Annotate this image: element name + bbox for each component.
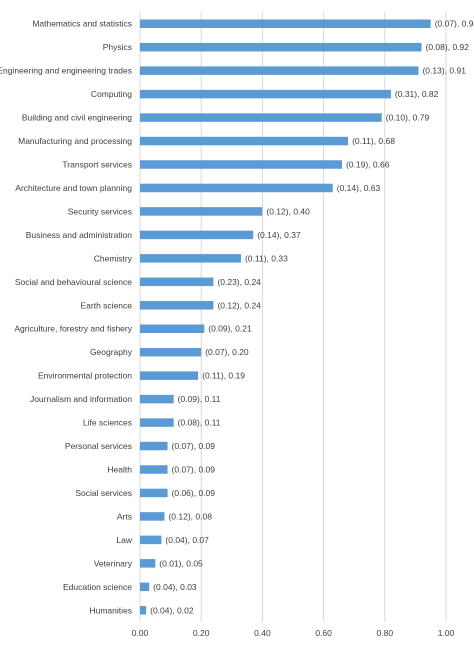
data-label: (0.11), 0.68	[352, 136, 395, 146]
data-label: (0.11), 0.19	[202, 371, 245, 381]
category-label: Physics	[103, 42, 132, 52]
data-label: (0.01), 0.05	[159, 558, 203, 568]
category-label: Transport services	[62, 160, 132, 170]
bar	[140, 207, 263, 216]
category-labels: Mathematics and statistics Physics Enginee…	[0, 19, 133, 616]
data-label: (0.06), 0.09	[172, 488, 216, 498]
data-label: (0.12), 0.40	[266, 206, 310, 216]
data-label: (0.23), 0.24	[217, 277, 261, 287]
category-label: Geography	[90, 347, 133, 357]
category-label: Computing	[91, 89, 132, 99]
category-label: Life sciences	[83, 418, 132, 428]
bar	[140, 301, 214, 310]
data-label: (0.07), 0.95	[435, 19, 474, 29]
x-tick-label: 0.80	[377, 628, 394, 638]
bar	[140, 183, 333, 193]
x-tick-label: 0.60	[315, 628, 332, 638]
bar	[140, 230, 254, 240]
data-label: (0.13), 0.91	[422, 66, 466, 76]
x-tick-label: 1.00	[438, 628, 455, 638]
bar	[140, 441, 168, 451]
data-label: (0.11), 0.33	[245, 253, 288, 263]
x-axis-ticks: 0.00 0.20 0.40 0.60 0.80 1.00	[132, 628, 455, 638]
category-label: Manufacturing and processing	[18, 136, 132, 146]
data-label: (0.19), 0.66	[346, 160, 390, 170]
category-label: Engineering and engineering trades	[0, 66, 132, 76]
x-tick-label: 0.20	[193, 628, 210, 638]
category-label: Business and administration	[26, 230, 133, 240]
data-labels: (0.07), 0.95 (0.08), 0.92 (0.13), 0.91 (0.3…	[150, 19, 474, 616]
data-label: (0.07), 0.20	[205, 347, 249, 357]
category-label: Mathematics and statistics	[32, 19, 132, 29]
bar	[140, 136, 349, 146]
bar	[140, 582, 150, 592]
data-label: (0.14), 0.63	[337, 183, 381, 193]
data-label: (0.08), 0.92	[426, 42, 470, 52]
bar	[140, 347, 202, 357]
category-label: Social services	[75, 488, 132, 498]
data-label: (0.07), 0.09	[172, 465, 216, 475]
category-label: Arts	[117, 511, 132, 521]
data-label: (0.04), 0.07	[165, 535, 209, 545]
bar	[140, 19, 431, 28]
data-label: (0.08), 0.11	[178, 418, 221, 428]
category-label: Personal services	[65, 441, 132, 451]
category-label: Law	[116, 535, 132, 545]
category-label: Humanities	[89, 605, 132, 615]
bars	[140, 19, 431, 615]
grid-lines	[139, 12, 447, 622]
data-label: (0.14), 0.37	[257, 230, 301, 240]
data-label: (0.10), 0.79	[386, 113, 430, 123]
data-label: (0.31), 0.82	[395, 89, 439, 99]
category-label: Building and civil engineering	[22, 113, 132, 123]
x-tick-label: 0.40	[254, 628, 271, 638]
data-label: (0.07), 0.09	[172, 441, 216, 451]
bar	[140, 42, 422, 52]
bar	[140, 606, 147, 615]
category-label: Agriculture, forestry and fishery	[14, 324, 132, 334]
bar	[140, 559, 156, 568]
bar	[140, 512, 165, 521]
bar	[140, 324, 205, 333]
data-label: (0.04), 0.02	[150, 605, 194, 615]
category-label: Security services	[68, 206, 132, 216]
bar	[140, 113, 382, 122]
category-label: Environmental protection	[38, 371, 132, 381]
bar	[140, 394, 174, 404]
x-tick-label: 0.00	[132, 628, 149, 638]
bar	[140, 488, 168, 498]
bar	[140, 418, 174, 427]
bar	[140, 535, 162, 545]
category-label: Veterinary	[94, 558, 133, 568]
bar	[140, 66, 419, 75]
category-label: Social and behavioural science	[15, 277, 132, 287]
category-label: Chemistry	[94, 253, 133, 263]
bar	[140, 160, 342, 169]
category-label: Education science	[63, 582, 132, 592]
category-label: Architecture and town planning	[15, 183, 132, 193]
bar	[140, 465, 168, 474]
category-label: Earth science	[81, 300, 133, 310]
bar	[140, 277, 214, 287]
category-label: Journalism and information	[30, 394, 132, 404]
data-label: (0.09), 0.11	[178, 394, 221, 404]
data-label: (0.04), 0.03	[153, 582, 197, 592]
data-label: (0.09), 0.21	[208, 324, 252, 334]
bar	[140, 89, 391, 99]
bar	[140, 254, 241, 263]
bar	[140, 371, 199, 380]
category-label: Health	[107, 465, 132, 475]
data-label: (0.12), 0.24	[217, 300, 261, 310]
data-label: (0.12), 0.08	[168, 511, 212, 521]
